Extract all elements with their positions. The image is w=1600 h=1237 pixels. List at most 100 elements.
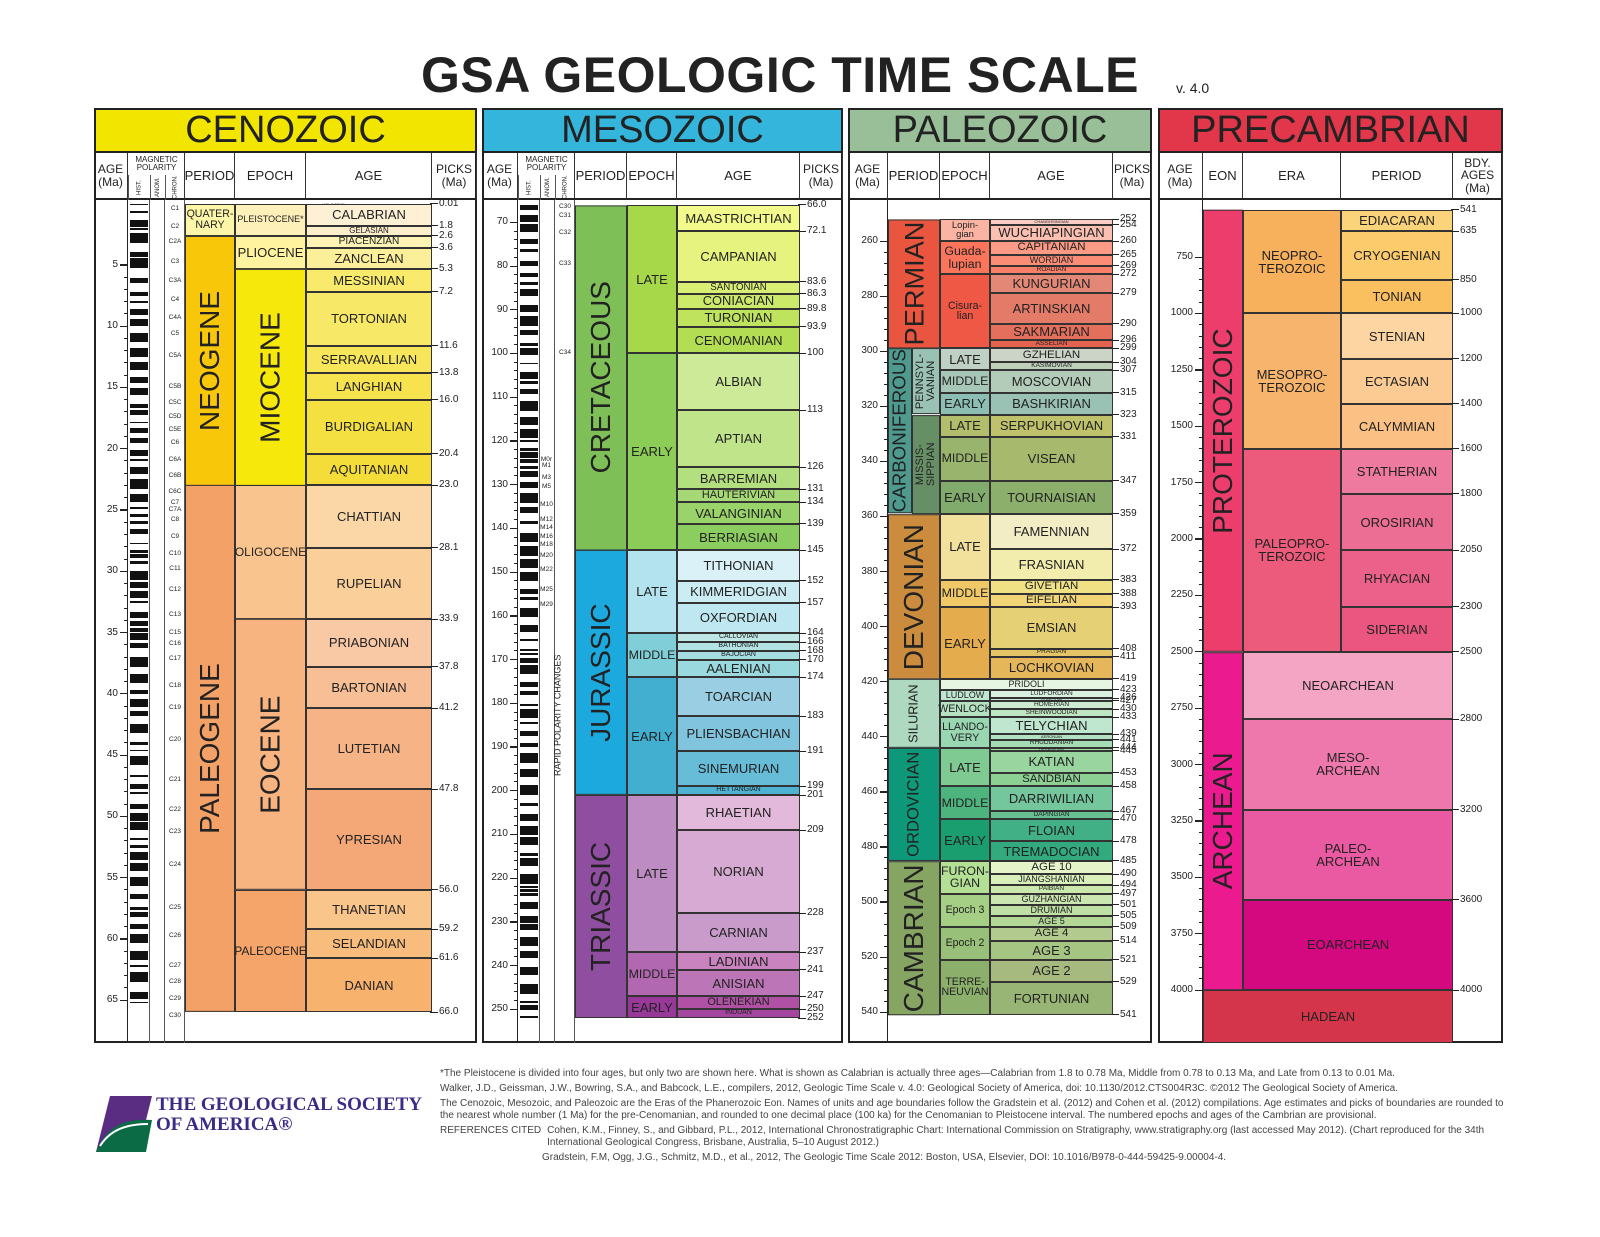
age-box: HETTANGIAN [677, 786, 800, 796]
pick-line [1451, 230, 1459, 232]
pick-label: 199 [807, 780, 824, 792]
polarity-column [540, 200, 555, 1043]
pick-label: 13.8 [439, 366, 459, 378]
epoch-box: EARLY [627, 353, 677, 551]
axis-label: 40 [106, 687, 118, 699]
pick-line [1111, 689, 1119, 691]
pick-line [1451, 403, 1459, 405]
axis-tick [510, 571, 518, 573]
axis-minor-tick [514, 562, 518, 564]
pick-label: 1.8 [439, 219, 453, 231]
polarity-stripe [520, 852, 538, 856]
age-box: CHATTIAN [306, 485, 432, 548]
pick-label: 514 [1120, 934, 1137, 946]
pick-line [798, 409, 806, 411]
axis-minor-tick [514, 545, 518, 547]
axis-minor-tick [884, 703, 888, 705]
axis-minor-tick [514, 519, 518, 521]
axis-minor-tick [884, 251, 888, 253]
pick-label: 497 [1120, 887, 1137, 899]
polarity-stripe [520, 608, 538, 618]
pick-line [798, 488, 806, 490]
pick-line [1111, 873, 1119, 875]
pick-label: 423 [1120, 683, 1137, 695]
age-box: SERPUKHOVIAN [990, 414, 1113, 437]
axis-minor-tick [884, 967, 888, 969]
pick-line [1111, 981, 1119, 983]
axis-minor-tick [1199, 842, 1203, 844]
pick-line [430, 225, 438, 227]
axis-minor-tick [1199, 978, 1203, 980]
polarity-stripe [130, 308, 148, 315]
polarity-stripe [520, 588, 538, 594]
age-box: GORSTIAN [990, 697, 1113, 701]
pick-line [1111, 265, 1119, 267]
pick-label: 100 [807, 347, 824, 359]
pick-label: 347 [1120, 474, 1137, 486]
axis-minor-tick [514, 606, 518, 608]
pick-label: 66.0 [807, 198, 827, 210]
polarity-stripe [520, 893, 538, 897]
age-box: HAUTERIVIAN [677, 489, 800, 503]
axis-label: 160 [491, 609, 508, 621]
pick-label: 4000 [1460, 984, 1483, 995]
polarity-stripe [520, 238, 538, 245]
pick-label: 164 [807, 627, 824, 639]
age-box: ZANCLEAN [306, 247, 432, 269]
pick-line [798, 995, 806, 997]
polarity-stripe [520, 316, 538, 326]
polarity-stripe [130, 376, 148, 384]
pick-line [1111, 480, 1119, 482]
axis-minor-tick [1199, 572, 1203, 574]
axis-label: 200 [491, 784, 508, 796]
chron-label: C6A [168, 455, 182, 463]
polarity-stripe [520, 664, 538, 674]
pick-label: 23.0 [439, 479, 459, 491]
pick-label: 467 [1120, 805, 1137, 817]
pick-line [1111, 240, 1119, 242]
axis-tick [510, 659, 518, 661]
chron-label: C6B [168, 471, 182, 479]
pick-label: 1200 [1460, 352, 1483, 364]
polarity-header: MAGNETIC POLARITY [135, 155, 178, 172]
polarity-column [165, 200, 185, 1043]
pick-label: 191 [807, 745, 824, 757]
pick-label: 252 [807, 1012, 824, 1024]
axis-minor-tick [124, 484, 128, 486]
polarity-stripe [130, 710, 148, 716]
axis-label: 300 [861, 345, 878, 357]
polarity-stripe [520, 858, 538, 867]
polarity-column [128, 200, 150, 1043]
axis-minor-tick [1199, 561, 1203, 563]
axis-minor-tick [884, 526, 888, 528]
chron-label: C21 [169, 775, 181, 783]
panel-title: PALEOZOIC [848, 108, 1152, 153]
pick-line [430, 268, 438, 270]
axis-minor-tick [514, 291, 518, 293]
column-header: AGE [677, 153, 800, 200]
pick-line [1451, 718, 1459, 720]
references-label: REFERENCES CITED [440, 1125, 542, 1136]
polarity-stripe [130, 674, 148, 684]
anomaly-label: M10 [540, 500, 553, 508]
axis-minor-tick [1199, 549, 1203, 551]
polarity-stripe [130, 851, 148, 860]
axis-minor-tick [884, 725, 888, 727]
axis-minor-tick [514, 256, 518, 258]
polarity-stripe [520, 709, 538, 718]
epoch-box: Epoch 3 [940, 893, 990, 927]
pick-label: 254 [1120, 218, 1137, 230]
axis-tick [510, 1008, 518, 1011]
age-box: KIMMERIDGIAN [677, 580, 800, 603]
polarity-stripe [130, 611, 148, 618]
polarity-stripe [130, 570, 148, 581]
chron-label: C3 [170, 258, 180, 266]
polarity-stripe [520, 966, 538, 976]
polarity-stripe [130, 493, 148, 503]
polarity-stripe [520, 452, 538, 458]
axis-label: 440 [861, 730, 878, 742]
axis-minor-tick [124, 521, 128, 523]
axis-label: 140 [491, 522, 508, 534]
polarity-stripe [520, 731, 538, 737]
